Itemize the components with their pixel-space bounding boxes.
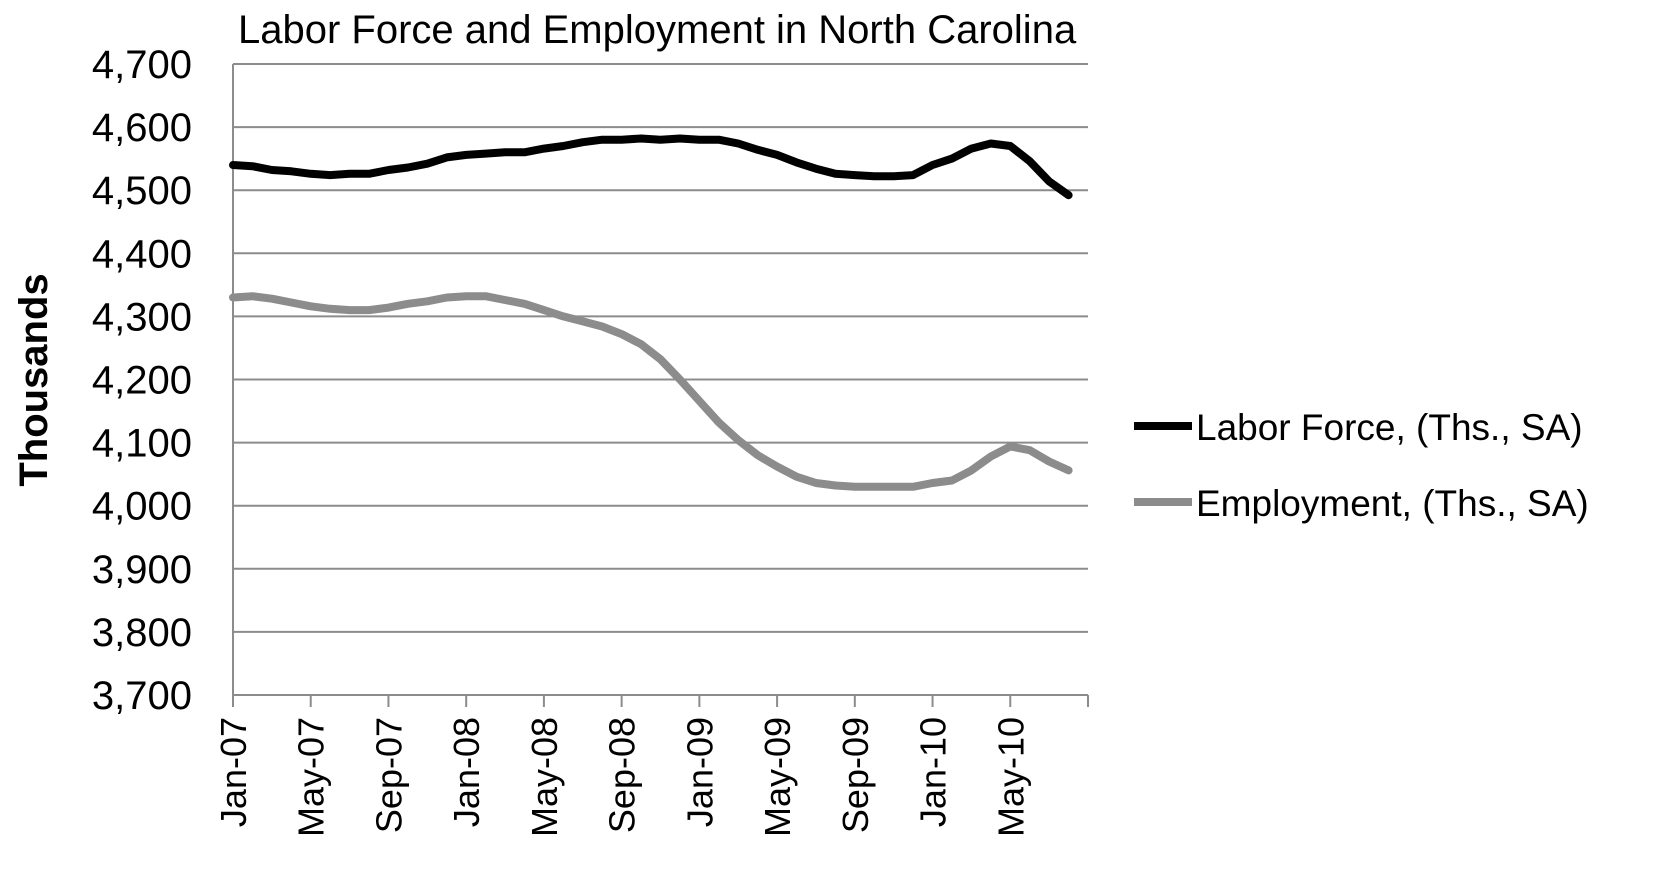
y-tick-label: 4,600 <box>92 106 192 150</box>
x-tick-label: Jan-09 <box>679 717 720 827</box>
y-tick-label: 4,200 <box>92 359 192 403</box>
legend: Labor Force, (Ths., SA) Employment, (Ths.… <box>1134 407 1589 524</box>
x-tick-label: Sep-08 <box>602 717 643 833</box>
x-tick-label: Jan-10 <box>913 717 954 827</box>
y-tick-label: 4,000 <box>92 485 192 529</box>
x-axis: Jan-07 May-07 Sep-07 Jan-08 May-08 Sep-08 Jan-… <box>213 64 1089 837</box>
y-tick-label: 4,700 <box>92 43 192 87</box>
y-axis-label: Thousands <box>12 273 56 486</box>
legend-label: Employment, (Ths., SA) <box>1196 483 1589 524</box>
chart-title: Labor Force and Employment in North Caro… <box>238 8 1077 52</box>
x-tick-label: Jan-07 <box>213 717 254 827</box>
x-tick-label: May-10 <box>990 717 1031 837</box>
x-tick-label: Sep-09 <box>835 717 876 833</box>
y-tick-label: 4,400 <box>92 232 192 276</box>
series-lines <box>229 134 1073 491</box>
x-tick-label: May-07 <box>291 717 332 837</box>
gridlines <box>233 63 1088 633</box>
x-tick-label: May-08 <box>524 717 565 837</box>
y-tick-label: 3,900 <box>92 548 192 592</box>
series-line-labor-force <box>229 134 1073 200</box>
x-tick-label: Jan-08 <box>446 717 487 827</box>
legend-label: Labor Force, (Ths., SA) <box>1196 407 1583 448</box>
y-tick-label: 4,100 <box>92 422 192 466</box>
y-tick-label: 4,300 <box>92 295 192 339</box>
x-tick-label: May-09 <box>757 717 798 837</box>
y-tick-label: 3,700 <box>92 674 192 718</box>
series-line-employment <box>229 292 1073 491</box>
y-tick-label: 4,500 <box>92 169 192 213</box>
y-tick-label: 3,800 <box>92 611 192 655</box>
x-tick-label: Sep-07 <box>368 717 409 833</box>
y-axis-ticks: 3,700 3,800 3,900 4,000 4,100 4,200 4,300 4,400… <box>92 43 192 718</box>
